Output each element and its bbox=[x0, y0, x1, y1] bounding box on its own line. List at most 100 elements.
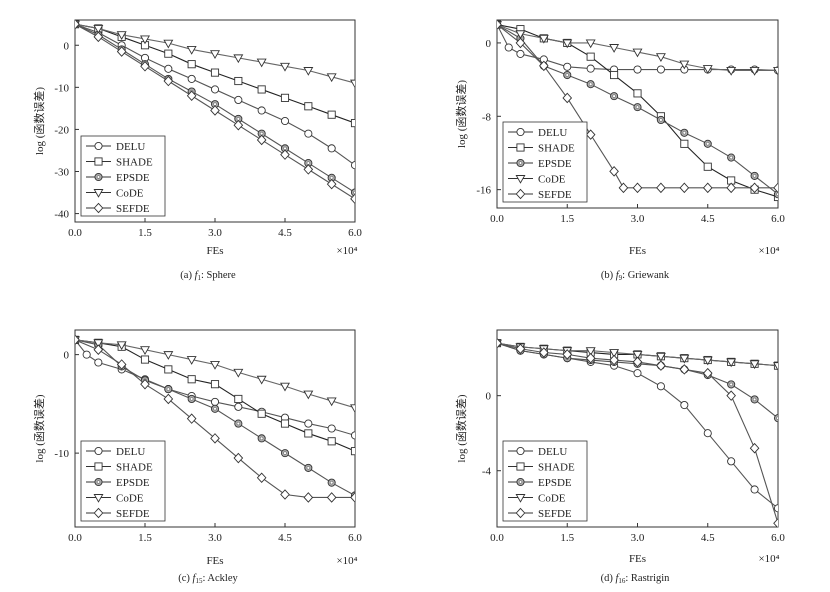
chart-panel-3: 0.0 1.5 3.0 4.5 6.0 0 -10 FEs ×10⁴ log (函数误差) DELU… bbox=[32, 329, 362, 585]
legend-label: SHADE bbox=[116, 462, 153, 474]
legend-item-epsde: EPSDE bbox=[508, 477, 572, 489]
data-point-code bbox=[303, 390, 314, 400]
x-tick-label: 0.0 bbox=[490, 532, 504, 544]
legend: DELU SHADE EPSDE CoDE SEFDE bbox=[502, 440, 588, 522]
data-point-epsde-center bbox=[260, 131, 264, 136]
data-point-sefde bbox=[497, 20, 502, 30]
data-point-sefde bbox=[280, 149, 290, 160]
caption-subscript: 1 bbox=[198, 274, 202, 282]
data-point-code bbox=[280, 62, 290, 72]
data-point-epsde-center bbox=[589, 82, 593, 86]
data-point-code bbox=[326, 73, 337, 83]
legend-label: EPSDE bbox=[538, 477, 572, 489]
legend-label: DELU bbox=[116, 141, 145, 153]
data-point-sefde bbox=[140, 61, 150, 72]
data-point-code bbox=[749, 66, 760, 76]
y-tick-label: -30 bbox=[54, 167, 69, 179]
data-point-sefde bbox=[75, 334, 80, 346]
data-point-shade bbox=[680, 139, 689, 148]
legend-label: DELU bbox=[538, 446, 567, 458]
legend-marker bbox=[93, 202, 104, 214]
x-tick-label: 0.0 bbox=[68, 532, 82, 544]
data-point-sefde bbox=[562, 92, 573, 104]
x-tick-label: 1.5 bbox=[560, 532, 574, 544]
data-point-shade bbox=[350, 447, 355, 456]
data-point-sefde bbox=[326, 492, 337, 503]
data-point-shade bbox=[703, 162, 712, 171]
data-point-shade bbox=[234, 394, 243, 404]
panel-caption: (d) f16: Rastrigin bbox=[601, 573, 671, 585]
data-point-code bbox=[538, 34, 549, 44]
data-point-epsde-center bbox=[612, 94, 616, 98]
data-point-code bbox=[702, 356, 713, 366]
x-tick-label: 3.0 bbox=[631, 213, 645, 225]
data-point-code bbox=[726, 358, 737, 368]
legend-item-code: CoDE bbox=[86, 493, 144, 505]
x-multiplier-label: ×10⁴ bbox=[758, 245, 779, 257]
data-point-sefde bbox=[679, 182, 690, 194]
series-code bbox=[75, 20, 355, 89]
data-point-shade bbox=[327, 110, 336, 119]
legend-item-sefde: SEFDE bbox=[508, 507, 572, 520]
legend-marker bbox=[94, 446, 103, 456]
data-point-epsde-center bbox=[236, 117, 240, 121]
legend-marker bbox=[93, 189, 104, 198]
series-delu bbox=[497, 20, 778, 75]
legend-item-sefde: SEFDE bbox=[508, 188, 572, 201]
legend-label: EPSDE bbox=[116, 172, 150, 184]
data-point-delu bbox=[234, 402, 243, 411]
data-point-code bbox=[632, 350, 643, 360]
data-point-sefde bbox=[256, 134, 267, 146]
data-point-sefde bbox=[140, 378, 150, 390]
legend-marker-center bbox=[518, 161, 523, 165]
data-point-delu bbox=[680, 400, 689, 410]
data-point-sefde bbox=[539, 60, 549, 72]
data-point-sefde bbox=[702, 367, 713, 379]
data-point-sefde bbox=[656, 182, 666, 194]
data-point-code bbox=[702, 65, 713, 74]
data-point-epsde-center bbox=[166, 387, 170, 391]
legend-label: SEFDE bbox=[116, 508, 150, 520]
data-point-code bbox=[186, 46, 197, 55]
data-point-code bbox=[585, 39, 596, 49]
data-point-delu bbox=[656, 382, 665, 391]
y-axis-label: log (函数误差) bbox=[32, 394, 46, 462]
x-tick-label: 1.5 bbox=[560, 213, 574, 225]
data-point-epsde-center bbox=[213, 102, 217, 106]
data-point-epsde-center bbox=[236, 421, 240, 426]
y-tick-label: -16 bbox=[476, 185, 491, 197]
data-point-shade bbox=[164, 49, 173, 58]
data-point-sefde bbox=[210, 433, 220, 444]
data-point-delu bbox=[703, 429, 712, 438]
legend-label: DELU bbox=[116, 446, 145, 458]
caption-name: : Rastrigin bbox=[625, 573, 670, 584]
legend-item-code: CoDE bbox=[508, 493, 566, 505]
data-point-shade bbox=[280, 419, 290, 428]
x-tick-label: 6.0 bbox=[348, 532, 362, 544]
y-tick-label: 0 bbox=[486, 38, 492, 50]
data-point-shade bbox=[257, 85, 266, 94]
data-point-sefde bbox=[773, 182, 778, 194]
x-tick-label: 3.0 bbox=[208, 227, 222, 239]
data-point-shade bbox=[140, 355, 150, 364]
x-axis-label: FEs bbox=[629, 553, 646, 565]
data-point-epsde-center bbox=[729, 382, 733, 387]
legend-marker bbox=[94, 157, 103, 166]
data-point-sefde bbox=[632, 356, 643, 368]
data-point-sefde bbox=[515, 343, 526, 355]
data-point-shade bbox=[586, 52, 595, 61]
data-point-sefde bbox=[562, 349, 573, 360]
data-point-code bbox=[116, 31, 127, 41]
legend-label: EPSDE bbox=[116, 477, 150, 489]
caption-letter: (b) bbox=[601, 270, 616, 281]
data-point-delu bbox=[327, 144, 336, 153]
data-point-epsde-center bbox=[752, 174, 757, 178]
data-point-sefde bbox=[726, 182, 736, 194]
caption-name: : Sphere bbox=[201, 270, 236, 281]
data-point-shade bbox=[633, 89, 642, 98]
legend-label: SEFDE bbox=[116, 203, 150, 215]
data-point-delu bbox=[187, 74, 196, 83]
legend-item-delu: DELU bbox=[508, 446, 567, 458]
legend-label: SHADE bbox=[538, 143, 575, 155]
data-point-code bbox=[93, 24, 104, 34]
